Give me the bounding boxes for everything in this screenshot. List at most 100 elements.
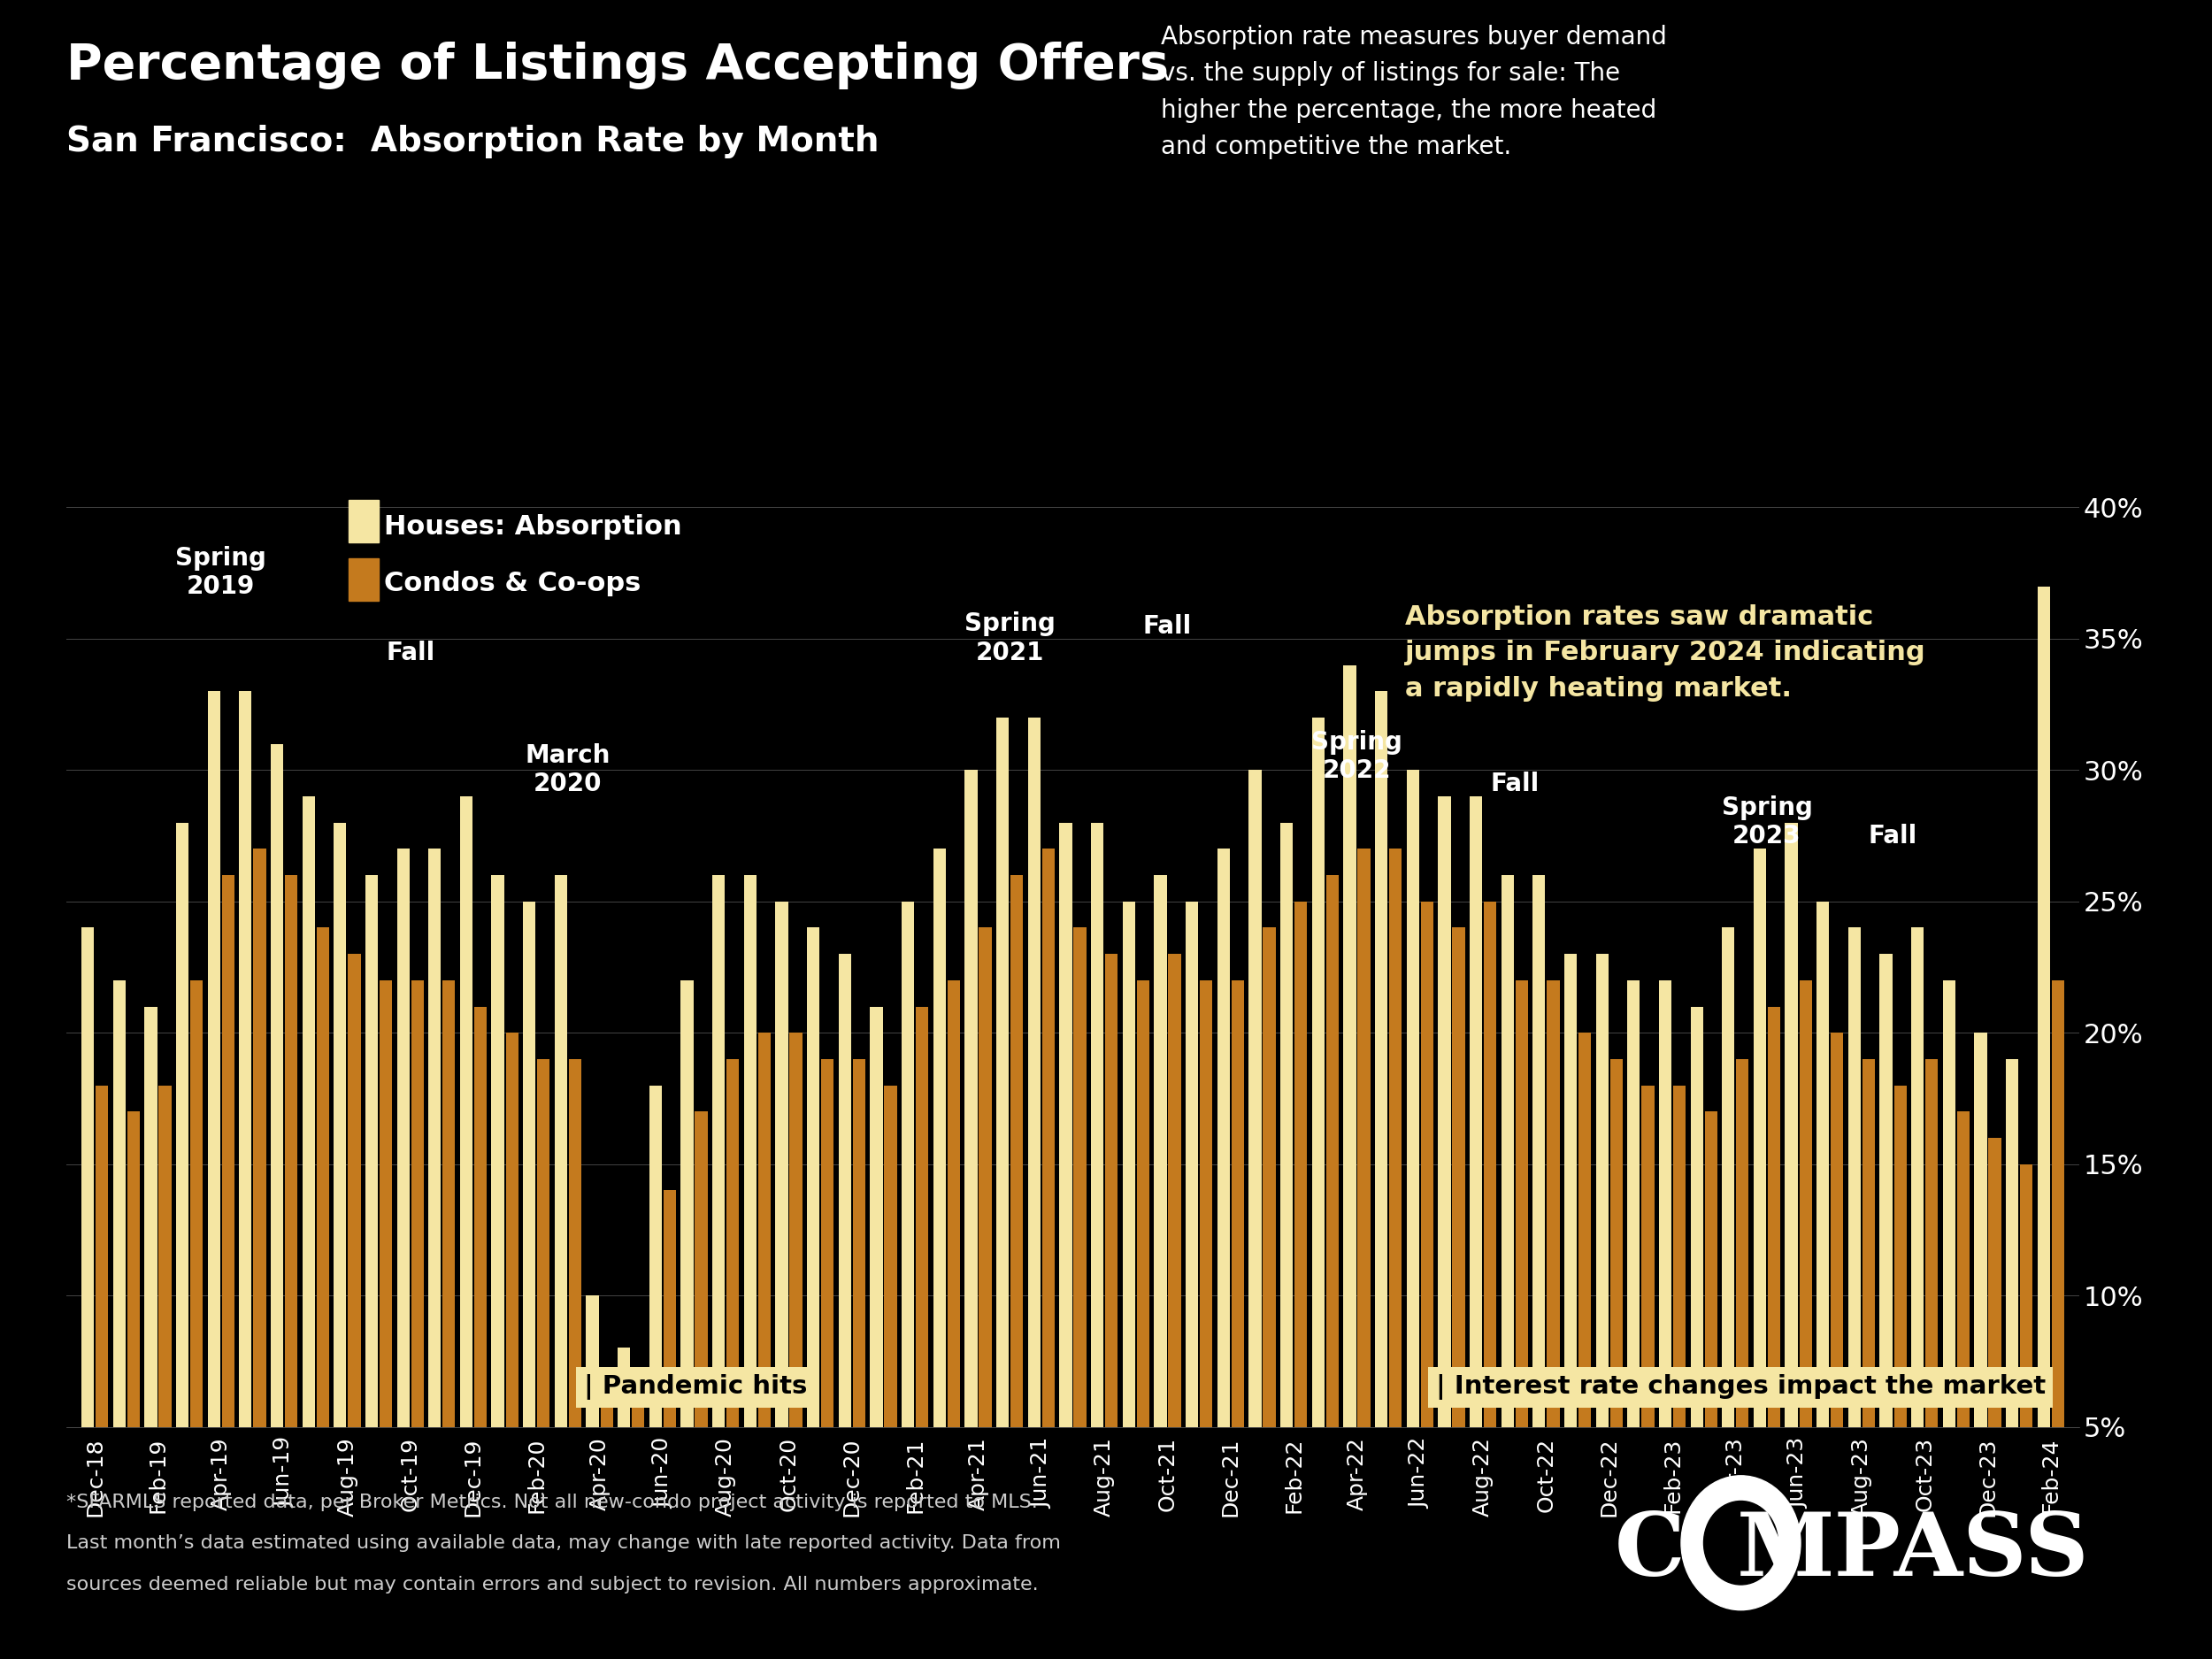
Bar	[538, 1058, 551, 1558]
Bar	[1484, 901, 1495, 1558]
Bar	[1785, 823, 1798, 1558]
Bar	[869, 1007, 883, 1558]
Bar	[1863, 1058, 1876, 1558]
Bar	[1502, 876, 1513, 1558]
Bar	[316, 927, 330, 1558]
Bar	[365, 876, 378, 1558]
Bar	[1893, 1085, 1907, 1558]
Bar	[2053, 980, 2064, 1558]
Bar	[1989, 1138, 2002, 1558]
Bar	[208, 692, 221, 1558]
Bar	[1546, 980, 1559, 1558]
Bar	[1453, 927, 1464, 1558]
Bar	[1880, 954, 1891, 1558]
Bar	[726, 1058, 739, 1558]
Bar	[1155, 876, 1166, 1558]
Bar	[1659, 980, 1672, 1558]
Bar	[1975, 1032, 1986, 1558]
Bar	[1469, 796, 1482, 1558]
Bar	[334, 823, 347, 1558]
Bar	[270, 743, 283, 1558]
Bar	[442, 980, 456, 1558]
Bar	[347, 499, 378, 542]
Bar	[303, 796, 314, 1558]
Bar	[1721, 927, 1734, 1558]
Bar	[980, 927, 991, 1558]
Bar	[995, 717, 1009, 1558]
Bar	[1232, 980, 1243, 1558]
Bar	[190, 980, 204, 1558]
Bar	[964, 770, 978, 1558]
Bar	[947, 980, 960, 1558]
Bar	[664, 1191, 677, 1558]
Bar	[1217, 849, 1230, 1558]
Bar	[790, 1032, 803, 1558]
Text: San Francisco:  Absorption Rate by Month: San Francisco: Absorption Rate by Month	[66, 124, 878, 158]
Bar	[347, 559, 378, 601]
Bar	[838, 954, 852, 1558]
Bar	[885, 1085, 896, 1558]
Bar	[743, 876, 757, 1558]
Bar	[285, 876, 296, 1558]
Text: Fall: Fall	[1869, 825, 1918, 849]
Bar	[429, 849, 440, 1558]
Bar	[617, 1347, 630, 1558]
Text: Houses: Absorption: Houses: Absorption	[385, 514, 681, 539]
Bar	[1325, 876, 1338, 1558]
Text: Fall: Fall	[385, 640, 436, 665]
Bar	[1754, 849, 1765, 1558]
Text: Absorption rate measures buyer demand
vs. the supply of listings for sale: The
h: Absorption rate measures buyer demand vs…	[1161, 25, 1668, 159]
Bar	[473, 1007, 487, 1558]
Text: *SFARMLS reported data, per Broker Metrics. Not all new-condo project activity i: *SFARMLS reported data, per Broker Metri…	[66, 1493, 1037, 1511]
Text: Spring
2022: Spring 2022	[1312, 730, 1402, 783]
Bar	[396, 849, 409, 1558]
Bar	[1579, 1032, 1590, 1558]
Text: Fall: Fall	[1491, 771, 1540, 796]
Bar	[1121, 901, 1135, 1558]
Bar	[1610, 1058, 1624, 1558]
Bar	[1564, 954, 1577, 1558]
Bar	[1294, 901, 1307, 1558]
Bar	[1595, 954, 1608, 1558]
Text: Absorption rates saw dramatic
jumps in February 2024 indicating
a rapidly heatin: Absorption rates saw dramatic jumps in F…	[1405, 604, 1927, 702]
Bar	[1376, 692, 1387, 1558]
Bar	[1942, 980, 1955, 1558]
Text: Last month’s data estimated using available data, may change with late reported : Last month’s data estimated using availa…	[66, 1535, 1062, 1553]
Bar	[1816, 901, 1829, 1558]
Bar	[1420, 901, 1433, 1558]
Bar	[776, 901, 787, 1558]
Bar	[1736, 1058, 1750, 1558]
Bar	[1199, 980, 1212, 1558]
Bar	[177, 823, 188, 1558]
Bar	[1407, 770, 1420, 1558]
Text: | Pandemic hits: | Pandemic hits	[584, 1375, 807, 1400]
Text: Percentage of Listings Accepting Offers: Percentage of Listings Accepting Offers	[66, 41, 1168, 90]
Text: MPASS: MPASS	[1736, 1508, 2088, 1594]
Bar	[239, 692, 252, 1558]
Bar	[1533, 876, 1546, 1558]
Bar	[712, 876, 726, 1558]
Text: March
2020: March 2020	[526, 743, 611, 796]
Bar	[1073, 927, 1086, 1558]
Circle shape	[1681, 1477, 1801, 1609]
Circle shape	[1703, 1501, 1778, 1584]
Bar	[933, 849, 947, 1558]
Bar	[1011, 876, 1024, 1558]
Text: Spring
2023: Spring 2023	[1721, 795, 1812, 849]
Text: Spring
2019: Spring 2019	[175, 546, 265, 599]
Bar	[254, 849, 265, 1558]
Bar	[599, 1374, 613, 1558]
Bar	[807, 927, 821, 1558]
Bar	[126, 1112, 139, 1558]
Bar	[1911, 927, 1924, 1558]
Bar	[1849, 927, 1860, 1558]
Bar	[1672, 1085, 1686, 1558]
Bar	[1029, 717, 1040, 1558]
Bar	[1690, 1007, 1703, 1558]
Text: C: C	[1615, 1508, 1686, 1594]
Bar	[1281, 823, 1292, 1558]
Bar	[347, 954, 361, 1558]
Bar	[144, 1007, 157, 1558]
Bar	[95, 1085, 108, 1558]
Bar	[902, 901, 914, 1558]
